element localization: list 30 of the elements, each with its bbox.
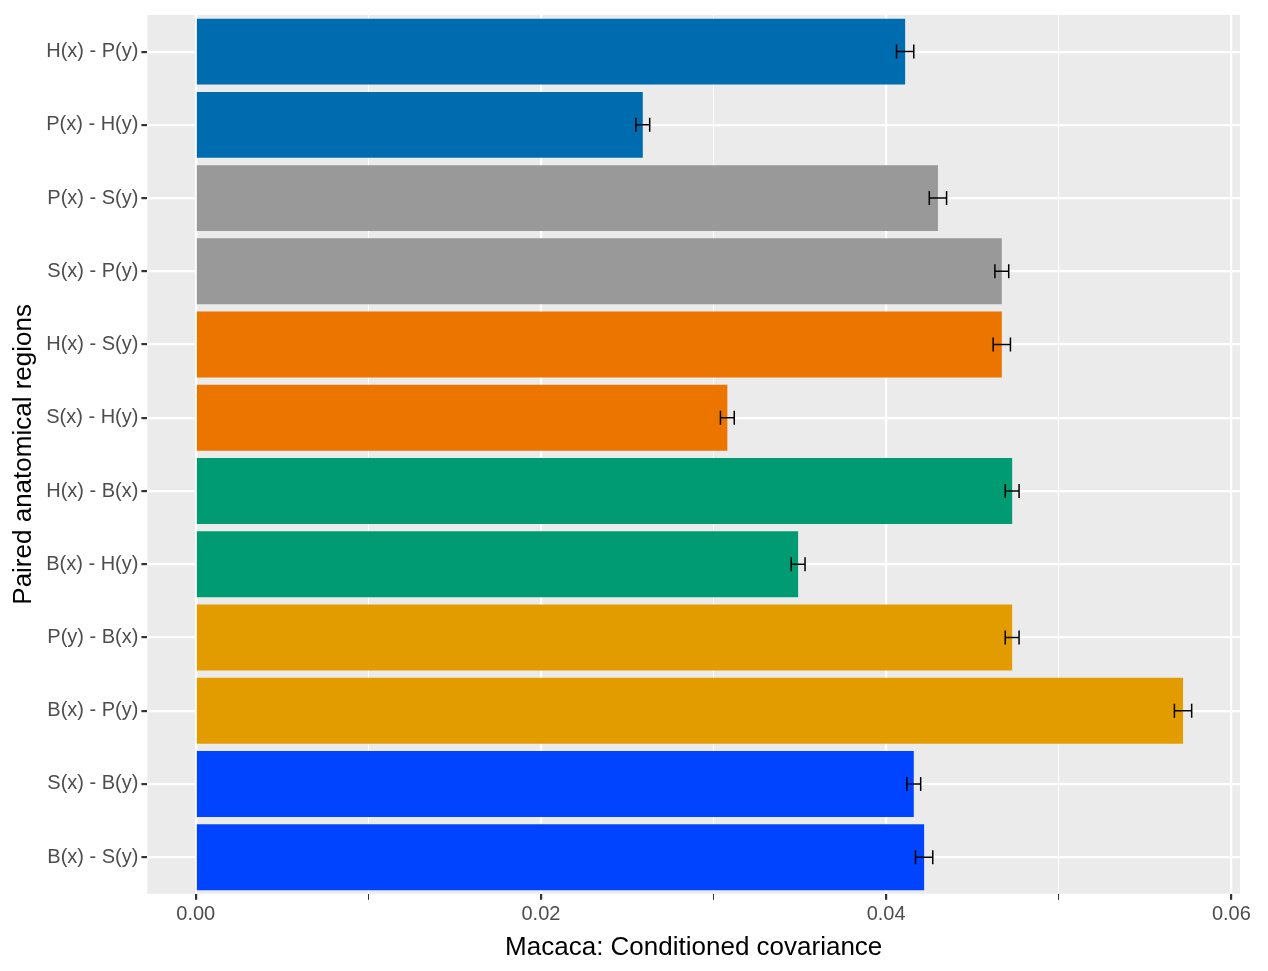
y-tick-label: B(x) - P(y) [47,698,139,721]
bar [196,531,799,598]
bar [196,824,925,891]
y-tick-label: H(x) - P(y) [46,39,139,62]
bar [196,458,1013,524]
x-tick-label: 0.00 [176,902,216,925]
y-tick-label: B(x) - S(y) [47,844,139,867]
y-tick-label: H(x) - B(x) [46,478,139,501]
bar [196,751,914,817]
x-tick-label: 0.04 [866,902,906,925]
y-tick-label: P(x) - S(y) [47,185,139,208]
x-tick-label: 0.06 [1211,902,1251,925]
y-axis-title: Paired anatomical regions [6,304,37,605]
bar [196,384,728,451]
y-tick-label: S(x) - P(y) [47,258,139,281]
x-tick-label: 0.02 [521,902,561,925]
y-tick-label: P(y) - B(x) [47,625,139,647]
y-tick-label: H(x) - S(y) [46,332,139,355]
bar [196,91,643,158]
bar [196,18,906,85]
bar [196,677,1184,744]
bar [196,238,1002,305]
y-tick-label: S(x) - H(y) [46,405,139,428]
bar [196,604,1013,671]
bar [196,165,938,232]
y-tick-label: P(x) - H(y) [46,112,139,135]
y-tick-label: B(x) - H(y) [46,551,139,574]
y-tick-label: S(x) - B(y) [47,771,139,794]
x-axis-title: Macaca: Conditioned covariance [505,930,883,961]
bar [196,311,1002,378]
